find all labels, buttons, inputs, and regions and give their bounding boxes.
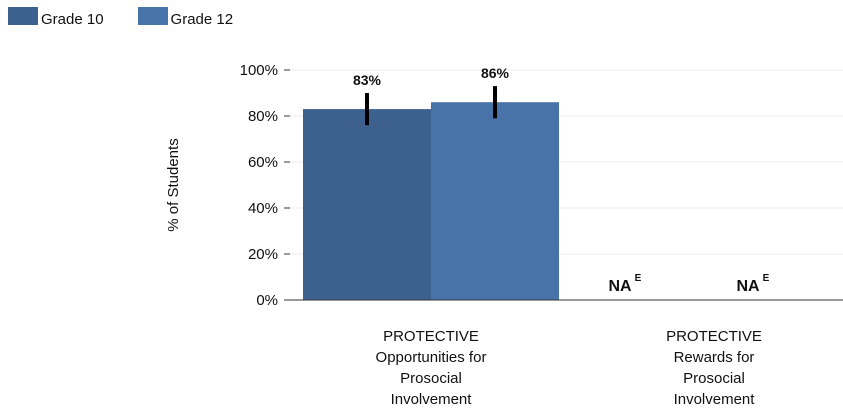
- category-label-line: PROTECTIVE: [666, 328, 762, 345]
- y-tick-label: 60%: [248, 154, 278, 171]
- data-label: 83%: [353, 72, 382, 88]
- data-label: 86%: [481, 65, 510, 81]
- y-axis-label: % of Students: [165, 138, 182, 231]
- y-tick-label: 0%: [256, 292, 278, 309]
- legend-label-grade-12: Grade 12: [170, 10, 234, 28]
- category-label-line: Rewards for: [673, 349, 755, 366]
- legend-item-grade-12: Grade 12: [137, 7, 234, 28]
- bar: [303, 109, 431, 300]
- category-label-line: Involvement: [390, 391, 472, 408]
- legend-item-grade-10: Grade 10: [8, 7, 104, 28]
- legend: Grade 10 Grade 12: [8, 7, 267, 28]
- category-label-line: Involvement: [673, 391, 755, 408]
- na-label: NA: [608, 278, 632, 295]
- legend-swatch-grade-10: [8, 7, 38, 25]
- category-label-line: PROTECTIVE: [383, 328, 479, 345]
- na-superscript: E: [635, 273, 642, 284]
- category-label: PROTECTIVE Opportunities for Prosocial Invo…: [331, 326, 531, 410]
- legend-label-grade-10: Grade 10: [41, 10, 104, 28]
- category-label-line: Prosocial: [400, 370, 462, 387]
- na-label: NA: [736, 278, 760, 295]
- y-tick-label: 80%: [248, 108, 278, 125]
- na-superscript: E: [763, 273, 770, 284]
- legend-swatch-grade-12: [137, 7, 168, 25]
- bar: [431, 102, 559, 300]
- category-label-line: Prosocial: [683, 370, 745, 387]
- y-tick-label: 100%: [240, 62, 278, 79]
- y-tick-label: 20%: [248, 246, 278, 263]
- y-tick-label: 40%: [248, 200, 278, 217]
- category-label-line: Opportunities for: [375, 349, 487, 366]
- category-label: PROTECTIVE Rewards for Prosocial Involvemen…: [614, 326, 814, 410]
